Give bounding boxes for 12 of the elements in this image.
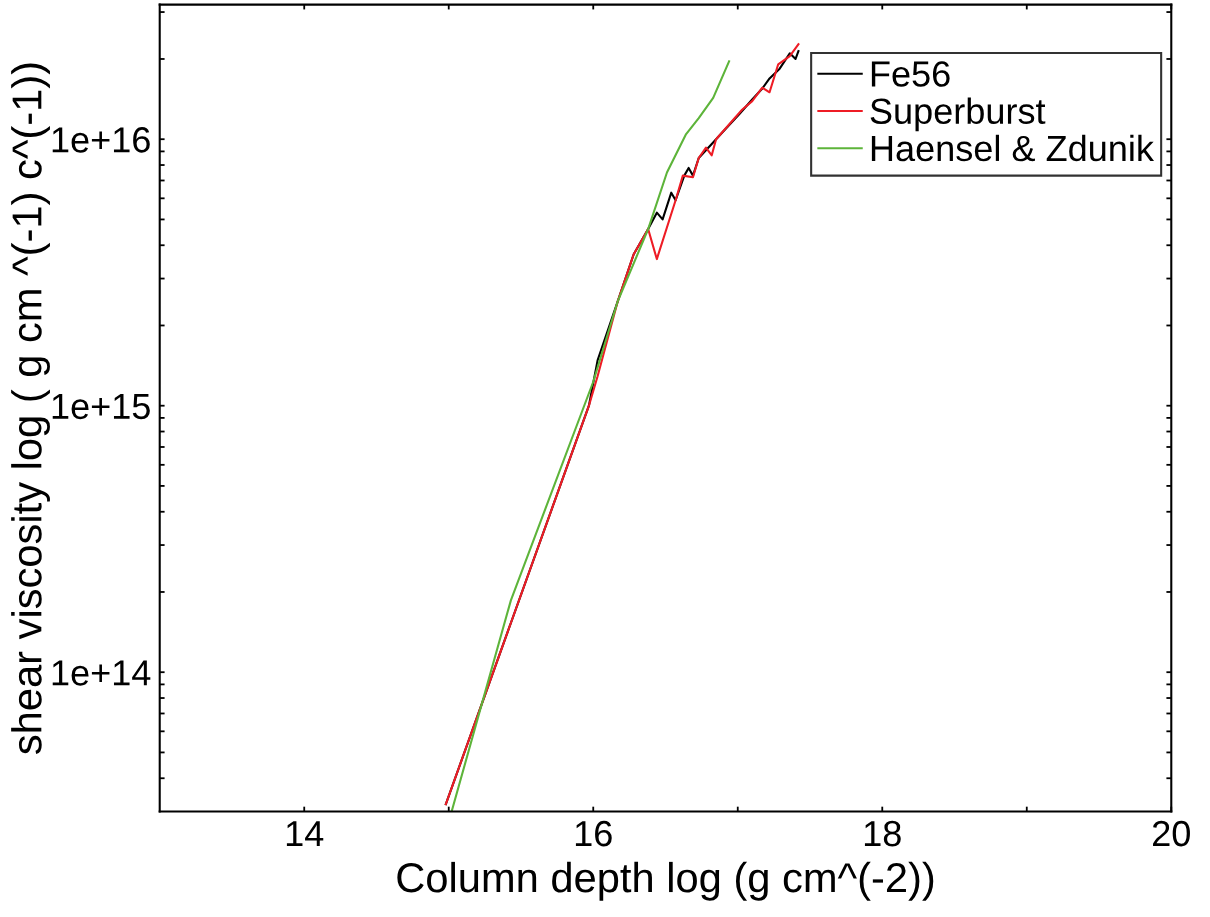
y-tick-label: 1e+15 [52,393,150,420]
legend-label: Haensel & Zdunik [871,134,1155,162]
x-axis-title: Column depth log (g cm^(-2)) [397,861,934,901]
x-tick-label: 18 [864,820,901,847]
legend-label: Superburst [870,97,1046,132]
x-tick-label: 14 [286,821,324,847]
y-tick-label: 1e+16 [52,127,150,153]
y-tick-label: 1e+14 [52,660,151,686]
legend-label: Fe56 [871,61,950,87]
x-tick-label: 20 [1153,820,1190,847]
y-axis-title: shear viscosity log ( g cm ^(-1) c^(-1)) [11,63,50,755]
x-tick-label: 16 [575,820,612,847]
